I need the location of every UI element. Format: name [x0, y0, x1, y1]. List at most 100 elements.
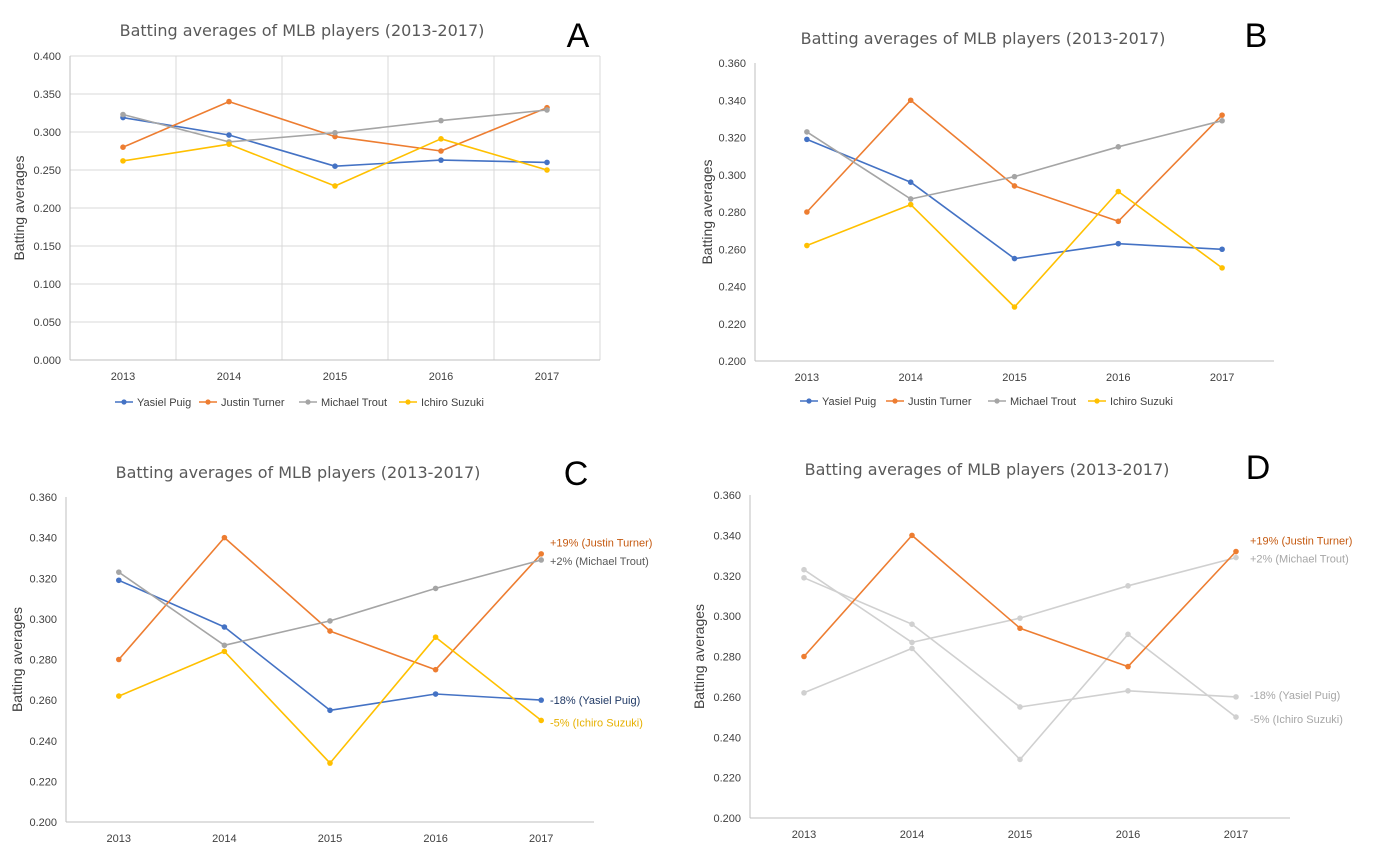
legend-item: Michael Trout: [299, 397, 387, 409]
legend-marker: [121, 399, 127, 405]
data-point: [332, 163, 338, 169]
data-point: [801, 653, 807, 660]
series-line: [806, 138, 1223, 260]
data-point: [432, 691, 439, 697]
series-line: [122, 116, 548, 167]
data-point: [438, 157, 444, 163]
legend-item: Ichiro Suzuki: [399, 397, 484, 409]
y-tick-label: 0.350: [33, 89, 61, 101]
panel-letter: A: [567, 17, 590, 55]
panel-letter: C: [564, 455, 589, 493]
legend-label: Yasiel Puig: [822, 396, 876, 408]
data-point: [538, 717, 544, 724]
data-point: [1219, 246, 1225, 253]
data-point: [1233, 694, 1239, 700]
y-tick-label: 0.280: [29, 655, 57, 667]
panel-letter: D: [1246, 449, 1271, 487]
data-point: [1017, 625, 1023, 632]
series-end-label: +2% (Michael Trout): [550, 556, 649, 568]
y-axis-title: Batting averages: [691, 604, 707, 709]
y-tick-label: 0.320: [713, 571, 741, 583]
chart-title: Batting averages of MLB players (2013-20…: [116, 463, 481, 482]
x-tick-label: 2015: [1002, 372, 1026, 384]
y-tick-label: 0.000: [33, 355, 61, 367]
series-yasiel-puig: [116, 577, 544, 714]
y-tick-label: 0.260: [718, 244, 746, 256]
legend-label: Justin Turner: [221, 397, 285, 409]
data-point: [801, 690, 807, 696]
y-tick-label: 0.300: [29, 614, 57, 626]
x-tick-label: 2017: [1210, 372, 1234, 384]
y-tick-label: 0.360: [713, 490, 741, 502]
series-line: [118, 536, 542, 671]
legend-item: Yasiel Puig: [115, 397, 191, 409]
y-tick-label: 0.340: [713, 530, 741, 542]
data-point: [538, 697, 544, 703]
series-end-label: +19% (Justin Turner): [1250, 535, 1352, 547]
data-point: [1115, 144, 1122, 150]
data-point: [538, 551, 544, 557]
series-line: [803, 534, 1237, 668]
series-yasiel-puig: [801, 574, 1239, 710]
data-point: [438, 117, 444, 124]
legend-label: Michael Trout: [1010, 396, 1076, 408]
series-justin-turner: [120, 98, 550, 154]
x-tick-label: 2013: [107, 833, 131, 845]
chart-title: Batting averages of MLB players (2013-20…: [120, 21, 485, 40]
legend-label: Michael Trout: [321, 397, 387, 409]
data-point: [226, 98, 232, 105]
data-point: [1219, 265, 1225, 271]
series-ichiro-suzuki: [801, 631, 1239, 763]
y-tick-label: 0.220: [713, 773, 741, 785]
data-point: [327, 707, 333, 714]
data-point: [1017, 704, 1023, 710]
data-point: [221, 648, 228, 655]
x-tick-label: 2016: [1106, 372, 1130, 384]
data-point: [909, 645, 915, 652]
x-tick-label: 2016: [1116, 829, 1140, 841]
data-point: [1219, 112, 1225, 118]
data-point: [801, 566, 807, 573]
data-point: [1125, 631, 1131, 638]
series-line: [118, 636, 542, 764]
y-tick-label: 0.360: [718, 58, 746, 70]
y-tick-label: 0.340: [718, 95, 746, 107]
y-tick-label: 0.220: [718, 319, 746, 331]
x-tick-label: 2017: [529, 833, 553, 845]
data-point: [332, 183, 338, 189]
data-point: [438, 136, 444, 142]
data-point: [432, 666, 439, 673]
x-tick-label: 2015: [318, 833, 342, 845]
y-tick-label: 0.200: [718, 356, 746, 368]
y-tick-label: 0.200: [29, 817, 57, 829]
data-point: [116, 577, 122, 584]
series-michael-trout: [116, 557, 544, 649]
series-ichiro-suzuki: [804, 188, 1225, 310]
data-point: [226, 141, 232, 147]
legend-marker: [305, 399, 311, 405]
legend-label: Ichiro Suzuki: [421, 397, 484, 409]
legend-item: Yasiel Puig: [800, 396, 876, 408]
y-tick-label: 0.240: [718, 282, 746, 294]
series-line: [803, 577, 1237, 708]
panel-d: Batting averages of MLB players (2013-20…: [691, 449, 1352, 841]
y-tick-label: 0.150: [33, 241, 61, 253]
legend-item: Michael Trout: [988, 396, 1076, 408]
data-point: [1125, 583, 1131, 589]
series-end-label: +2% (Michael Trout): [1250, 554, 1349, 566]
data-point: [1219, 117, 1225, 124]
x-tick-label: 2017: [535, 371, 559, 383]
legend-marker: [205, 399, 211, 405]
data-point: [804, 129, 810, 135]
data-point: [1011, 183, 1018, 189]
data-point: [116, 693, 122, 699]
series-line: [122, 138, 548, 187]
data-point: [909, 532, 915, 539]
data-point: [120, 158, 126, 164]
x-tick-label: 2013: [792, 829, 816, 841]
data-point: [544, 167, 550, 173]
x-tick-label: 2014: [898, 372, 922, 384]
legend-item: Justin Turner: [199, 397, 285, 409]
data-point: [327, 760, 333, 766]
data-point: [907, 97, 914, 104]
